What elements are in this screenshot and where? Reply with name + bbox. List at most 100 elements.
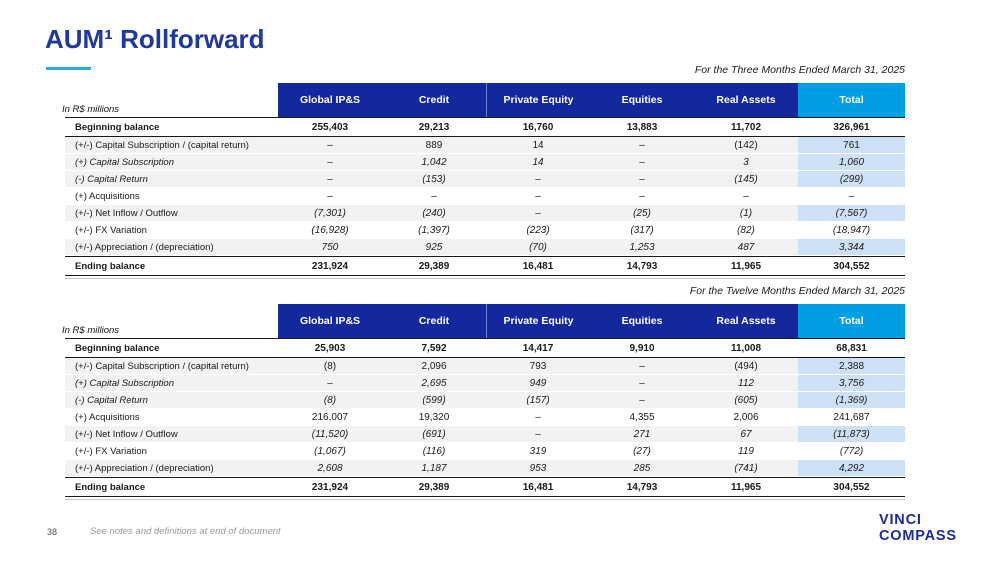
cell-value: – [278,171,382,188]
cell-value: (741) [694,460,798,477]
cell-value: (1,067) [278,443,382,460]
cell-value: 793 [486,358,590,375]
cell-value: – [590,188,694,205]
cell-value: 949 [486,375,590,392]
cell-value: (25) [590,205,694,222]
cell-value: 889 [382,137,486,154]
table-row: (+) Capital Subscription –2,695 949–112 3,7… [65,375,905,392]
cell-value: (317) [590,222,694,239]
page-title: AUM¹ Rollforward [45,24,265,54]
header-row: Global IP&S Credit Private Equity Equities R… [65,304,905,338]
cell-value: 29,389 [382,256,486,276]
row-label: Beginning balance [65,117,278,137]
cell-value: 925 [382,239,486,256]
cell-value: 11,965 [694,477,798,497]
cell-value: (240) [382,205,486,222]
cell-value: – [278,188,382,205]
row-label: Beginning balance [65,338,278,358]
column-header-credit: Credit [382,304,486,338]
table-row: (+) Acquisitions – – – – – – [65,188,905,205]
table-row: (+/-) FX Variation (16,928) (1,397) (223) (3… [65,222,905,239]
cell-value: (153) [382,171,486,188]
cell-value: 231,924 [278,477,382,497]
cell-value: 2,608 [278,460,382,477]
cell-value: 255,403 [278,117,382,137]
vinci-compass-logo: VINCI COMPASS [879,512,957,544]
cell-value: 16,481 [486,256,590,276]
column-header-total: Total [798,83,905,117]
table-row: (+/-) Appreciation / (depreciation) 750 92… [65,239,905,256]
column-header-private-equity: Private Equity [486,304,590,338]
table-row: (+) Capital Subscription –1,042 14–3 1,060 [65,154,905,171]
cell-value: – [590,171,694,188]
cell-total: – [798,188,905,205]
row-label: (+/-) Appreciation / (depreciation) [65,239,278,256]
cell-total: 241,687 [798,409,905,426]
cell-total: (1,369) [798,392,905,409]
cell-value: 271 [590,426,694,443]
row-label: (+) Capital Subscription [65,375,278,392]
row-label: (-) Capital Return [65,392,278,409]
cell-total: (772) [798,443,905,460]
table-row: Beginning balance 255,403 29,213 16,760 13,8… [65,117,905,137]
cell-value: (1) [694,205,798,222]
row-label: (+/-) Net Inflow / Outflow [65,205,278,222]
cell-value: 14 [486,154,590,171]
row-label: (+) Capital Subscription [65,154,278,171]
cell-value: – [694,188,798,205]
cell-value: (142) [694,137,798,154]
cell-value: (70) [486,239,590,256]
cell-value: 1,042 [382,154,486,171]
cell-value: 2,006 [694,409,798,426]
table-row: (+/-) Capital Subscription / (capital re… [65,137,905,154]
column-header-equities: Equities [590,83,694,117]
table-header: Global IP&S Credit Private Equity Equities R… [65,83,905,117]
cell-value: (157) [486,392,590,409]
aum-rollforward-table-twelve-months: Global IP&S Credit Private Equity Equities R… [65,304,905,497]
table-bottom-rule [65,499,905,500]
table-row: Beginning balance 25,903 7,592 14,417 9,910 1… [65,338,905,358]
column-header-equities: Equities [590,304,694,338]
column-header-private-equity: Private Equity [486,83,590,117]
cell-value: 11,008 [694,338,798,358]
row-label: (+/-) Appreciation / (depreciation) [65,460,278,477]
cell-total: (18,947) [798,222,905,239]
cell-value: 2,096 [382,358,486,375]
column-header-total: Total [798,304,905,338]
table-body: Beginning balance 25,903 7,592 14,417 9,910 1… [65,338,905,497]
logo-line-compass: COMPASS [879,528,957,545]
cell-value: 25,903 [278,338,382,358]
cell-value: 216,007 [278,409,382,426]
cell-value: 7,592 [382,338,486,358]
table-row: (+/-) Capital Subscription / (capital re… [65,358,905,375]
unit-label: In R$ millions [62,104,120,115]
page-number: 38 [47,527,58,537]
cell-total: (11,873) [798,426,905,443]
row-label: (+/-) FX Variation [65,443,278,460]
cell-value: – [590,137,694,154]
cell-value: 119 [694,443,798,460]
table-row: (+/-) Net Inflow / Outflow (7,301) (240) –(… [65,205,905,222]
cell-total: 4,292 [798,460,905,477]
table-caption: For the Three Months Ended March 31, 202… [694,64,905,76]
row-label: (-) Capital Return [65,171,278,188]
row-label: (+/-) Net Inflow / Outflow [65,426,278,443]
cell-value: 16,481 [486,477,590,497]
cell-value: (11,520) [278,426,382,443]
cell-total: (7,567) [798,205,905,222]
table-bottom-rule [65,278,905,279]
column-header-real-assets: Real Assets [694,304,798,338]
cell-value: 11,965 [694,256,798,276]
header-row: Global IP&S Credit Private Equity Equities R… [65,83,905,117]
cell-total: 1,060 [798,154,905,171]
cell-value: – [590,375,694,392]
row-label: Ending balance [65,477,278,497]
cell-total: 304,552 [798,256,905,276]
cell-value: – [278,375,382,392]
table-row: (+) Acquisitions 216,007 19,320–4,355 2,006… [65,409,905,426]
cell-value: 1,253 [590,239,694,256]
cell-value: (691) [382,426,486,443]
table-row: Ending balance 231,924 29,389 16,481 14,793 1… [65,256,905,276]
cell-value: 29,213 [382,117,486,137]
cell-value: 16,760 [486,117,590,137]
